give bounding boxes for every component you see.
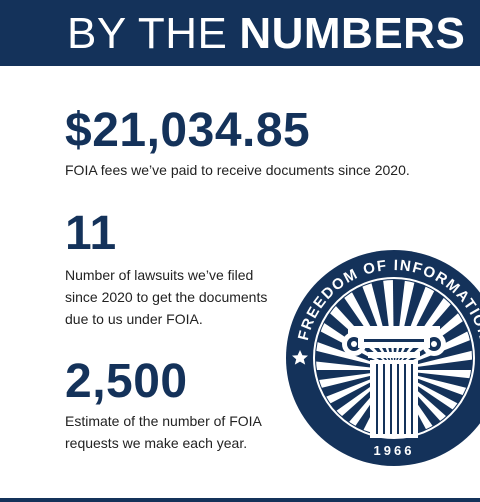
stat-requests-description-line: Estimate of the number of FOIA (65, 413, 262, 429)
header-banner: BY THE NUMBERS (0, 0, 480, 66)
stat-fees-value: $21,034.85 (65, 104, 311, 157)
stat-lawsuits-description-line: Number of lawsuits we’ve filed (65, 267, 254, 283)
ionic-column-icon (342, 326, 446, 438)
stat-lawsuits-description-line: due to us under FOIA. (65, 311, 203, 327)
stat-lawsuits-value: 11 (65, 207, 117, 260)
sunburst-ray (394, 314, 472, 370)
sunburst-ray (394, 341, 472, 370)
sunburst-ray (394, 370, 472, 412)
sunburst-ray (394, 370, 472, 436)
footer-divider (0, 498, 480, 502)
foia-seal: FREEDOM OF INFORMATION 1966 (286, 250, 480, 466)
sunburst-ray (316, 303, 394, 370)
page-title-light: BY THE (67, 9, 228, 58)
sunburst-ray (394, 370, 472, 384)
stat-requests-description: Estimate of the number of FOIA requests … (65, 410, 262, 454)
sunburst-ray (316, 356, 394, 370)
page-title: BY THE NUMBERS (67, 9, 465, 59)
stat-lawsuits-description: Number of lawsuits we’ve filed since 202… (65, 264, 267, 330)
stat-requests-description-line: requests we make each year. (65, 435, 248, 451)
sunburst-ray (316, 370, 394, 399)
stat-fees-description: FOIA fees we’ve paid to receive document… (65, 162, 410, 178)
page-title-bold: NUMBERS (239, 9, 466, 58)
seal-stars-icon (292, 350, 308, 365)
stat-lawsuits-description-line: since 2020 to get the documents (65, 289, 268, 305)
seal-year: 1966 (374, 443, 415, 458)
sunburst-ray (316, 370, 394, 426)
sunburst-ray (316, 328, 394, 370)
stat-requests-value: 2,500 (65, 355, 188, 408)
